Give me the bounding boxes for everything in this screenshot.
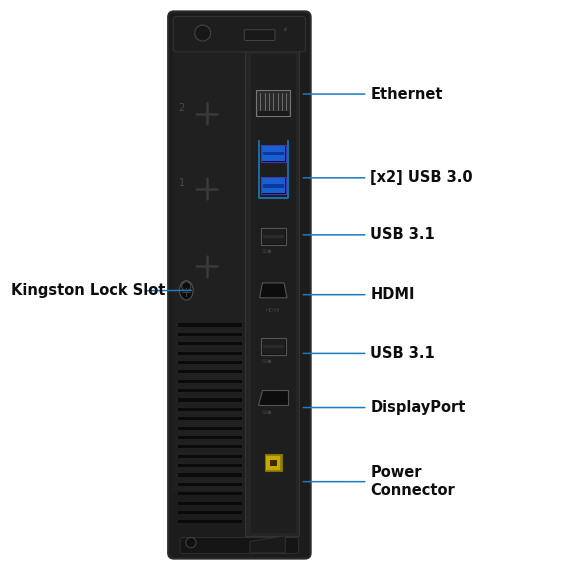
Polygon shape <box>250 536 285 553</box>
Text: Kingston Lock Slot: Kingston Lock Slot <box>11 283 166 298</box>
Bar <box>178 352 242 355</box>
Text: 2: 2 <box>178 103 185 113</box>
Text: HDMI: HDMI <box>266 308 280 313</box>
Text: SS⬢: SS⬢ <box>262 409 272 414</box>
Bar <box>245 51 299 536</box>
Polygon shape <box>258 390 288 405</box>
Text: SS⬢: SS⬢ <box>262 249 272 254</box>
Bar <box>270 460 276 466</box>
Text: ⚡: ⚡ <box>283 27 288 32</box>
Text: DisplayPort: DisplayPort <box>370 400 466 415</box>
Bar <box>178 408 242 411</box>
Circle shape <box>186 538 196 548</box>
Bar <box>263 345 283 348</box>
Bar <box>178 445 242 449</box>
Bar <box>263 235 283 238</box>
Bar <box>251 54 296 533</box>
Bar <box>178 323 242 327</box>
Text: 1: 1 <box>178 178 185 188</box>
Bar <box>263 152 283 156</box>
Circle shape <box>195 25 211 41</box>
Bar <box>262 178 284 193</box>
Bar <box>262 146 284 161</box>
Text: Ethernet: Ethernet <box>370 87 443 101</box>
FancyBboxPatch shape <box>173 46 247 491</box>
Bar <box>178 342 242 345</box>
Bar <box>178 361 242 364</box>
Bar <box>178 502 242 504</box>
Bar <box>266 456 280 470</box>
Bar <box>260 145 286 162</box>
Bar <box>178 426 242 430</box>
Bar <box>178 398 242 401</box>
Bar <box>178 417 242 420</box>
Bar <box>178 464 242 467</box>
Text: HDMI: HDMI <box>370 287 415 302</box>
Bar <box>178 333 242 336</box>
Bar <box>178 511 242 514</box>
Bar <box>264 454 282 471</box>
Bar <box>178 370 242 373</box>
Text: Power
Connector: Power Connector <box>370 466 455 498</box>
Bar <box>260 338 286 355</box>
Text: [x2] USB 3.0: [x2] USB 3.0 <box>370 170 473 185</box>
Bar <box>178 492 242 495</box>
FancyBboxPatch shape <box>168 11 311 559</box>
FancyBboxPatch shape <box>244 30 275 40</box>
Bar <box>262 339 284 354</box>
Bar <box>263 184 283 188</box>
Circle shape <box>182 282 191 291</box>
Text: SS⬢: SS⬢ <box>262 359 272 363</box>
Text: USB 3.1: USB 3.1 <box>370 346 435 361</box>
Bar <box>178 389 242 392</box>
Bar <box>178 520 242 523</box>
Bar <box>260 177 286 194</box>
Bar <box>258 111 288 116</box>
Bar <box>262 229 284 244</box>
Bar <box>178 380 242 383</box>
Ellipse shape <box>180 280 193 300</box>
FancyBboxPatch shape <box>173 17 306 52</box>
Bar <box>178 474 242 477</box>
Bar <box>178 455 242 458</box>
FancyBboxPatch shape <box>180 538 299 553</box>
Text: USB 3.1: USB 3.1 <box>370 227 435 242</box>
Polygon shape <box>259 283 287 298</box>
Bar <box>256 90 290 116</box>
Bar <box>178 483 242 486</box>
Bar <box>178 436 242 439</box>
Bar <box>260 228 286 245</box>
